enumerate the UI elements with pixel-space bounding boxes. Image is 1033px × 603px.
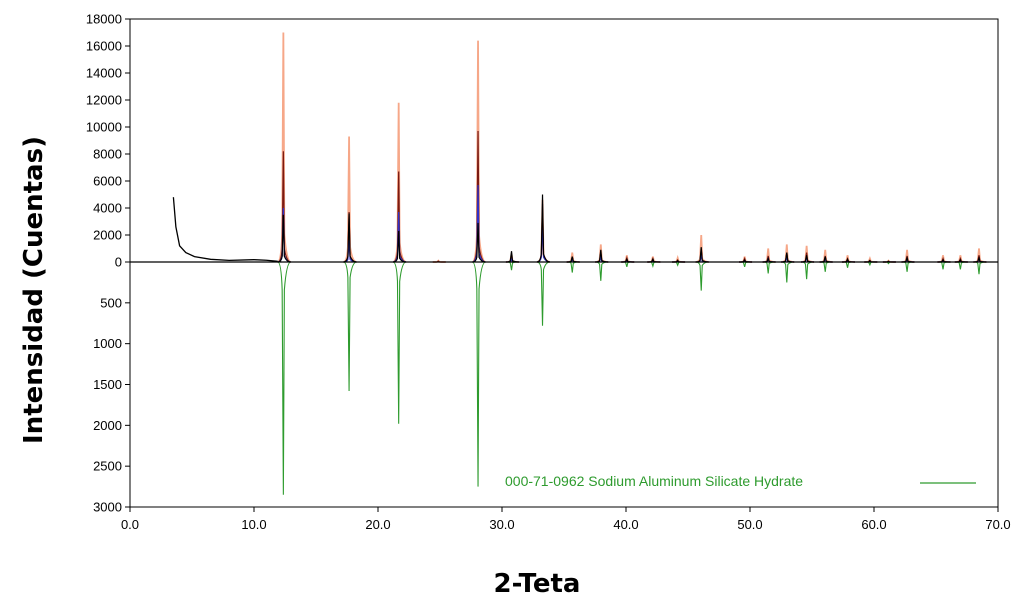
reference-peak: [536, 261, 550, 326]
y-tick-label: 500: [100, 295, 122, 310]
x-tick-label: 60.0: [861, 517, 886, 532]
reference-peak: [277, 261, 291, 495]
legend-label: 000-71-0962 Sodium Aluminum Silicate Hyd…: [505, 473, 803, 489]
plot-frame: [129, 18, 999, 508]
background-curve: [172, 197, 282, 263]
reference-peak: [901, 261, 915, 272]
y-tick-label: 2500: [93, 459, 122, 474]
reference-peak: [343, 261, 357, 392]
y-tick-label: 12000: [86, 93, 122, 108]
reference-peak: [973, 261, 987, 275]
reference-peak: [801, 261, 815, 280]
x-ticks: 0.0 10.0 20.0 30.0 40.0 50.0 60.0 70.0: [121, 507, 1011, 532]
y-tick-label: 3000: [93, 500, 122, 515]
peak: [505, 251, 519, 263]
peak: [343, 213, 357, 263]
series-1: [277, 131, 987, 263]
peak: [536, 194, 550, 263]
reference-peak: [762, 261, 776, 274]
series-4: [277, 261, 987, 495]
legend: 000-71-0962 Sodium Aluminum Silicate Hyd…: [505, 473, 976, 489]
reference-peak: [841, 261, 855, 268]
series-0: [277, 32, 987, 263]
reference-peak: [954, 261, 968, 270]
lower-y-ticks: 500 1000 1500 2000 2500 3000: [93, 295, 130, 515]
y-tick-label: 10000: [86, 120, 122, 135]
x-tick-label: 20.0: [365, 517, 390, 532]
reference-peak: [937, 261, 951, 270]
y-tick-label: 1500: [93, 377, 122, 392]
reference-peak: [472, 261, 486, 487]
series-2: [277, 185, 987, 263]
peak: [343, 136, 357, 263]
chart-marks: [172, 32, 987, 495]
y-tick-label: 1000: [93, 336, 122, 351]
reference-peak: [566, 261, 580, 273]
reference-peak: [781, 261, 795, 283]
reference-peak: [595, 261, 609, 281]
y-tick-label: 4000: [93, 201, 122, 216]
reference-peak: [505, 261, 519, 271]
reference-peak: [819, 261, 833, 272]
y-axis-title: Intensidad (Cuentas): [19, 136, 49, 444]
series-3: [277, 194, 987, 263]
peak: [277, 32, 292, 263]
y-tick-label: 0: [115, 255, 122, 270]
y-tick-label: 8000: [93, 147, 122, 162]
x-tick-label: 30.0: [489, 517, 514, 532]
y-tick-label: 2000: [93, 418, 122, 433]
y-tick-label: 14000: [86, 66, 122, 81]
reference-peak: [695, 261, 709, 291]
x-tick-label: 0.0: [121, 517, 139, 532]
reference-peak: [392, 261, 407, 424]
x-tick-label: 10.0: [241, 517, 266, 532]
y-tick-label: 6000: [93, 174, 122, 189]
y-tick-label: 2000: [93, 228, 122, 243]
x-tick-label: 50.0: [737, 517, 762, 532]
y-tick-label: 16000: [86, 39, 122, 54]
x-axis-title: 2-Teta: [494, 569, 581, 599]
x-tick-label: 70.0: [985, 517, 1010, 532]
upper-y-ticks: 0 2000 4000 6000 8000 10000 12000 14000 16000 180…: [86, 12, 130, 270]
x-tick-label: 40.0: [613, 517, 638, 532]
y-tick-label: 18000: [86, 12, 122, 27]
